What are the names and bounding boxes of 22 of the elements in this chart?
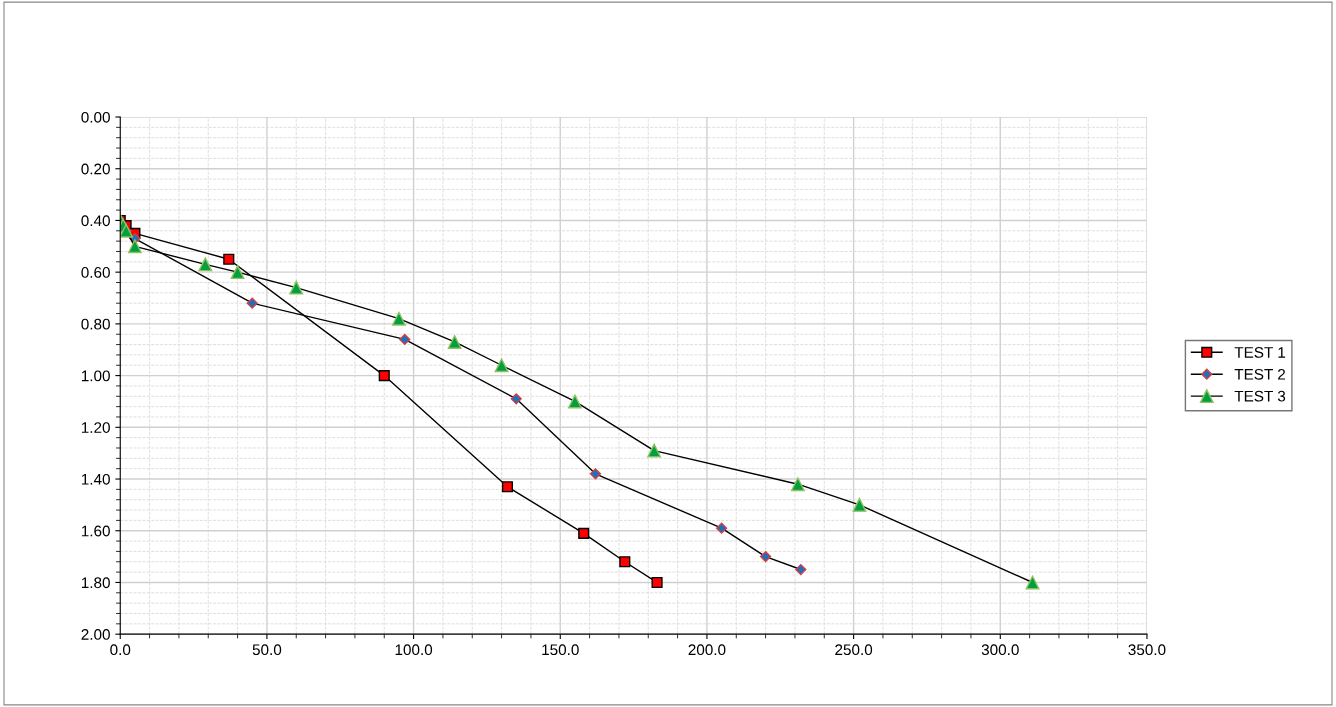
y-tick-label: 2.00 <box>81 629 110 640</box>
y-tick-label: 1.60 <box>81 525 110 537</box>
y-tick-label: 1.20 <box>81 422 110 433</box>
y-tick-label: 1.80 <box>81 577 110 589</box>
y-tick-label: 0.40 <box>81 215 110 227</box>
y-tick-label: 0.20 <box>81 163 110 175</box>
x-tick-label: 0.0 <box>110 644 131 656</box>
y-tick-label: 1.00 <box>81 370 110 382</box>
x-tick-label: 50.0 <box>252 644 282 656</box>
legend-label: TEST 1 <box>1234 347 1286 358</box>
y-tick-label: 1.40 <box>81 473 110 485</box>
x-tick-label: 150.0 <box>542 644 579 656</box>
y-tick-label: 0.60 <box>81 267 110 278</box>
y-tick-label: 0.00 <box>81 111 110 123</box>
x-tick-label: 300.0 <box>981 644 1019 656</box>
x-tick-label: 350.0 <box>1128 644 1166 656</box>
y-tick-label: 0.80 <box>81 318 110 330</box>
x-tick-label: 100.0 <box>395 644 433 656</box>
legend-label: TEST 2 <box>1234 368 1286 380</box>
x-tick-label: 250.0 <box>835 644 873 656</box>
x-tick-label: 200.0 <box>688 644 726 656</box>
legend-label: TEST 3 <box>1234 390 1286 402</box>
